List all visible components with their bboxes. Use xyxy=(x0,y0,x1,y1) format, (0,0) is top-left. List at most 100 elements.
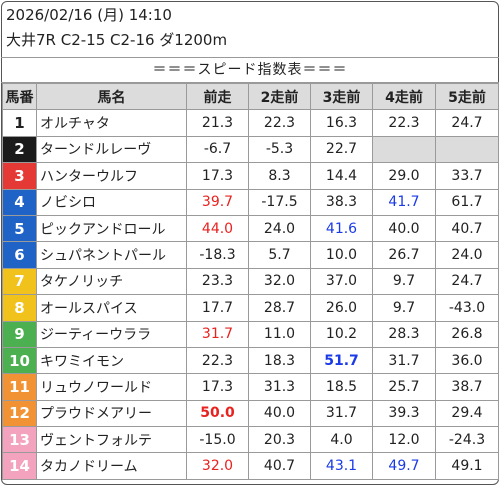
speed-index-cell: 12.0 xyxy=(372,426,436,454)
speed-index-cell: 22.3 xyxy=(248,109,311,137)
speed-index-cell: 31.7 xyxy=(310,399,373,428)
speed-index-cell: 31.7 xyxy=(186,320,249,348)
speed-index-cell: 33.7 xyxy=(435,162,499,190)
speed-index-cell: 26.7 xyxy=(372,241,436,269)
speed-index-cell: 9.7 xyxy=(372,294,436,322)
speed-index-table: 馬番 馬名 前走 2走前 3走前 4走前 5走前 1 オルチャタ 21.3 22.3 1… xyxy=(2,82,499,480)
speed-index-cell: -5.3 xyxy=(248,135,311,164)
col-header-2-races-ago: 2走前 xyxy=(248,82,311,111)
table-title: ＝＝＝スピード指数表＝＝＝ xyxy=(1,57,499,83)
table-row: 4 ノビシロ 39.7 -17.5 38.3 41.7 61.7 xyxy=(2,188,499,216)
horse-number: 11 xyxy=(2,373,37,401)
horse-number: 5 xyxy=(2,214,37,243)
horse-number: 12 xyxy=(2,399,37,428)
speed-index-cell: 11.0 xyxy=(248,320,311,348)
col-header-number: 馬番 xyxy=(2,82,37,111)
speed-index-cell: 41.6 xyxy=(310,214,373,243)
speed-index-cell: 24.7 xyxy=(435,267,499,296)
horse-name: オールスパイス xyxy=(36,294,187,322)
horse-name: シュパネントパール xyxy=(36,241,187,269)
speed-index-cell: 20.3 xyxy=(248,426,311,454)
speed-index-cell: 40.7 xyxy=(435,214,499,243)
col-header-horse-name: 馬名 xyxy=(36,82,187,111)
table-row: 8 オールスパイス 17.7 28.7 26.0 9.7 -43.0 xyxy=(2,294,499,322)
speed-index-cell: 22.7 xyxy=(310,135,373,164)
speed-index-cell: 39.3 xyxy=(372,399,436,428)
speed-index-cell: 40.0 xyxy=(248,399,311,428)
horse-name: プラウドメアリー xyxy=(36,399,187,428)
speed-index-cell: 10.0 xyxy=(310,241,373,269)
speed-index-cell: 14.4 xyxy=(310,162,373,190)
horse-number: 1 xyxy=(2,109,37,137)
table-row: 7 タケノリッチ 23.3 32.0 37.0 9.7 24.7 xyxy=(2,267,499,296)
horse-number: 7 xyxy=(2,267,37,296)
horse-name: ピックアンドロール xyxy=(36,214,187,243)
horse-name: ヴェントフォルテ xyxy=(36,426,187,454)
speed-index-cell: 17.7 xyxy=(186,294,249,322)
table-row: 11 リュウノワールド 17.3 31.3 18.5 25.7 38.7 xyxy=(2,373,499,401)
speed-index-cell: 50.0 xyxy=(186,399,249,428)
speed-index-cell: -43.0 xyxy=(435,294,499,322)
speed-index-cell: 36.0 xyxy=(435,346,499,375)
horse-name: タケノリッチ xyxy=(36,267,187,296)
speed-index-cell: 31.7 xyxy=(372,346,436,375)
speed-index-cell: 26.8 xyxy=(435,320,499,348)
speed-index-cell: 40.0 xyxy=(372,214,436,243)
speed-index-cell: -17.5 xyxy=(248,188,311,216)
table-row: 12 プラウドメアリー 50.0 40.0 31.7 39.3 29.4 xyxy=(2,399,499,428)
table-row: 5 ピックアンドロール 44.0 24.0 41.6 40.0 40.7 xyxy=(2,214,499,243)
col-header-5-races-ago: 5走前 xyxy=(435,82,499,111)
speed-index-cell: 44.0 xyxy=(186,214,249,243)
horse-number: 14 xyxy=(2,452,37,480)
speed-index-cell: 24.0 xyxy=(435,241,499,269)
table-row: 14 タカノドリーム 32.0 40.7 43.1 49.7 49.1 xyxy=(2,452,499,480)
horse-number: 3 xyxy=(2,162,37,190)
horse-number: 9 xyxy=(2,320,37,348)
table-row: 13 ヴェントフォルテ -15.0 20.3 4.0 12.0 -24.3 xyxy=(2,426,499,454)
speed-index-cell: 10.2 xyxy=(310,320,373,348)
horse-name: キワミイモン xyxy=(36,346,187,375)
speed-index-cell: 24.0 xyxy=(248,214,311,243)
speed-index-cell: 26.0 xyxy=(310,294,373,322)
speed-index-cell: 61.7 xyxy=(435,188,499,216)
speed-index-cell: 25.7 xyxy=(372,373,436,401)
speed-index-cell: 18.3 xyxy=(248,346,311,375)
speed-index-cell: 37.0 xyxy=(310,267,373,296)
speed-index-cell: 5.7 xyxy=(248,241,311,269)
speed-index-cell: 38.7 xyxy=(435,373,499,401)
col-header-3-races-ago: 3走前 xyxy=(310,82,373,111)
table-row: 1 オルチャタ 21.3 22.3 16.3 22.3 24.7 xyxy=(2,109,499,137)
speed-index-cell: 4.0 xyxy=(310,426,373,454)
horse-name: タカノドリーム xyxy=(36,452,187,480)
speed-index-cell: 32.0 xyxy=(186,452,249,480)
table-row: 3 ハンターウルフ 17.3 8.3 14.4 29.0 33.7 xyxy=(2,162,499,190)
speed-index-cell: 17.3 xyxy=(186,162,249,190)
horse-name: リュウノワールド xyxy=(36,373,187,401)
speed-index-cell: -18.3 xyxy=(186,241,249,269)
table-row: 6 シュパネントパール -18.3 5.7 10.0 26.7 24.0 xyxy=(2,241,499,269)
horse-number: 10 xyxy=(2,346,37,375)
speed-index-cell: 9.7 xyxy=(372,267,436,296)
speed-index-cell xyxy=(372,135,436,164)
speed-index-cell: -24.3 xyxy=(435,426,499,454)
speed-index-cell: 41.7 xyxy=(372,188,436,216)
horse-number: 13 xyxy=(2,426,37,454)
horse-number: 2 xyxy=(2,135,37,164)
speed-index-cell: 29.4 xyxy=(435,399,499,428)
speed-index-cell: 39.7 xyxy=(186,188,249,216)
speed-index-cell: 51.7 xyxy=(310,346,373,375)
race-datetime: 2026/02/16 (月) 14:10 xyxy=(6,6,172,24)
horse-name: オルチャタ xyxy=(36,109,187,137)
horse-number: 8 xyxy=(2,294,37,322)
horse-name: ターンドルレーヴ xyxy=(36,135,187,164)
speed-index-cell: 24.7 xyxy=(435,109,499,137)
speed-index-cell: -15.0 xyxy=(186,426,249,454)
horse-number: 6 xyxy=(2,241,37,269)
horse-name: ジーティーウララ xyxy=(36,320,187,348)
speed-index-cell: 49.1 xyxy=(435,452,499,480)
horse-name: ノビシロ xyxy=(36,188,187,216)
table-row: 10 キワミイモン 22.3 18.3 51.7 31.7 36.0 xyxy=(2,346,499,375)
speed-index-cell: 22.3 xyxy=(186,346,249,375)
speed-index-cell: 28.7 xyxy=(248,294,311,322)
speed-index-cell: 16.3 xyxy=(310,109,373,137)
